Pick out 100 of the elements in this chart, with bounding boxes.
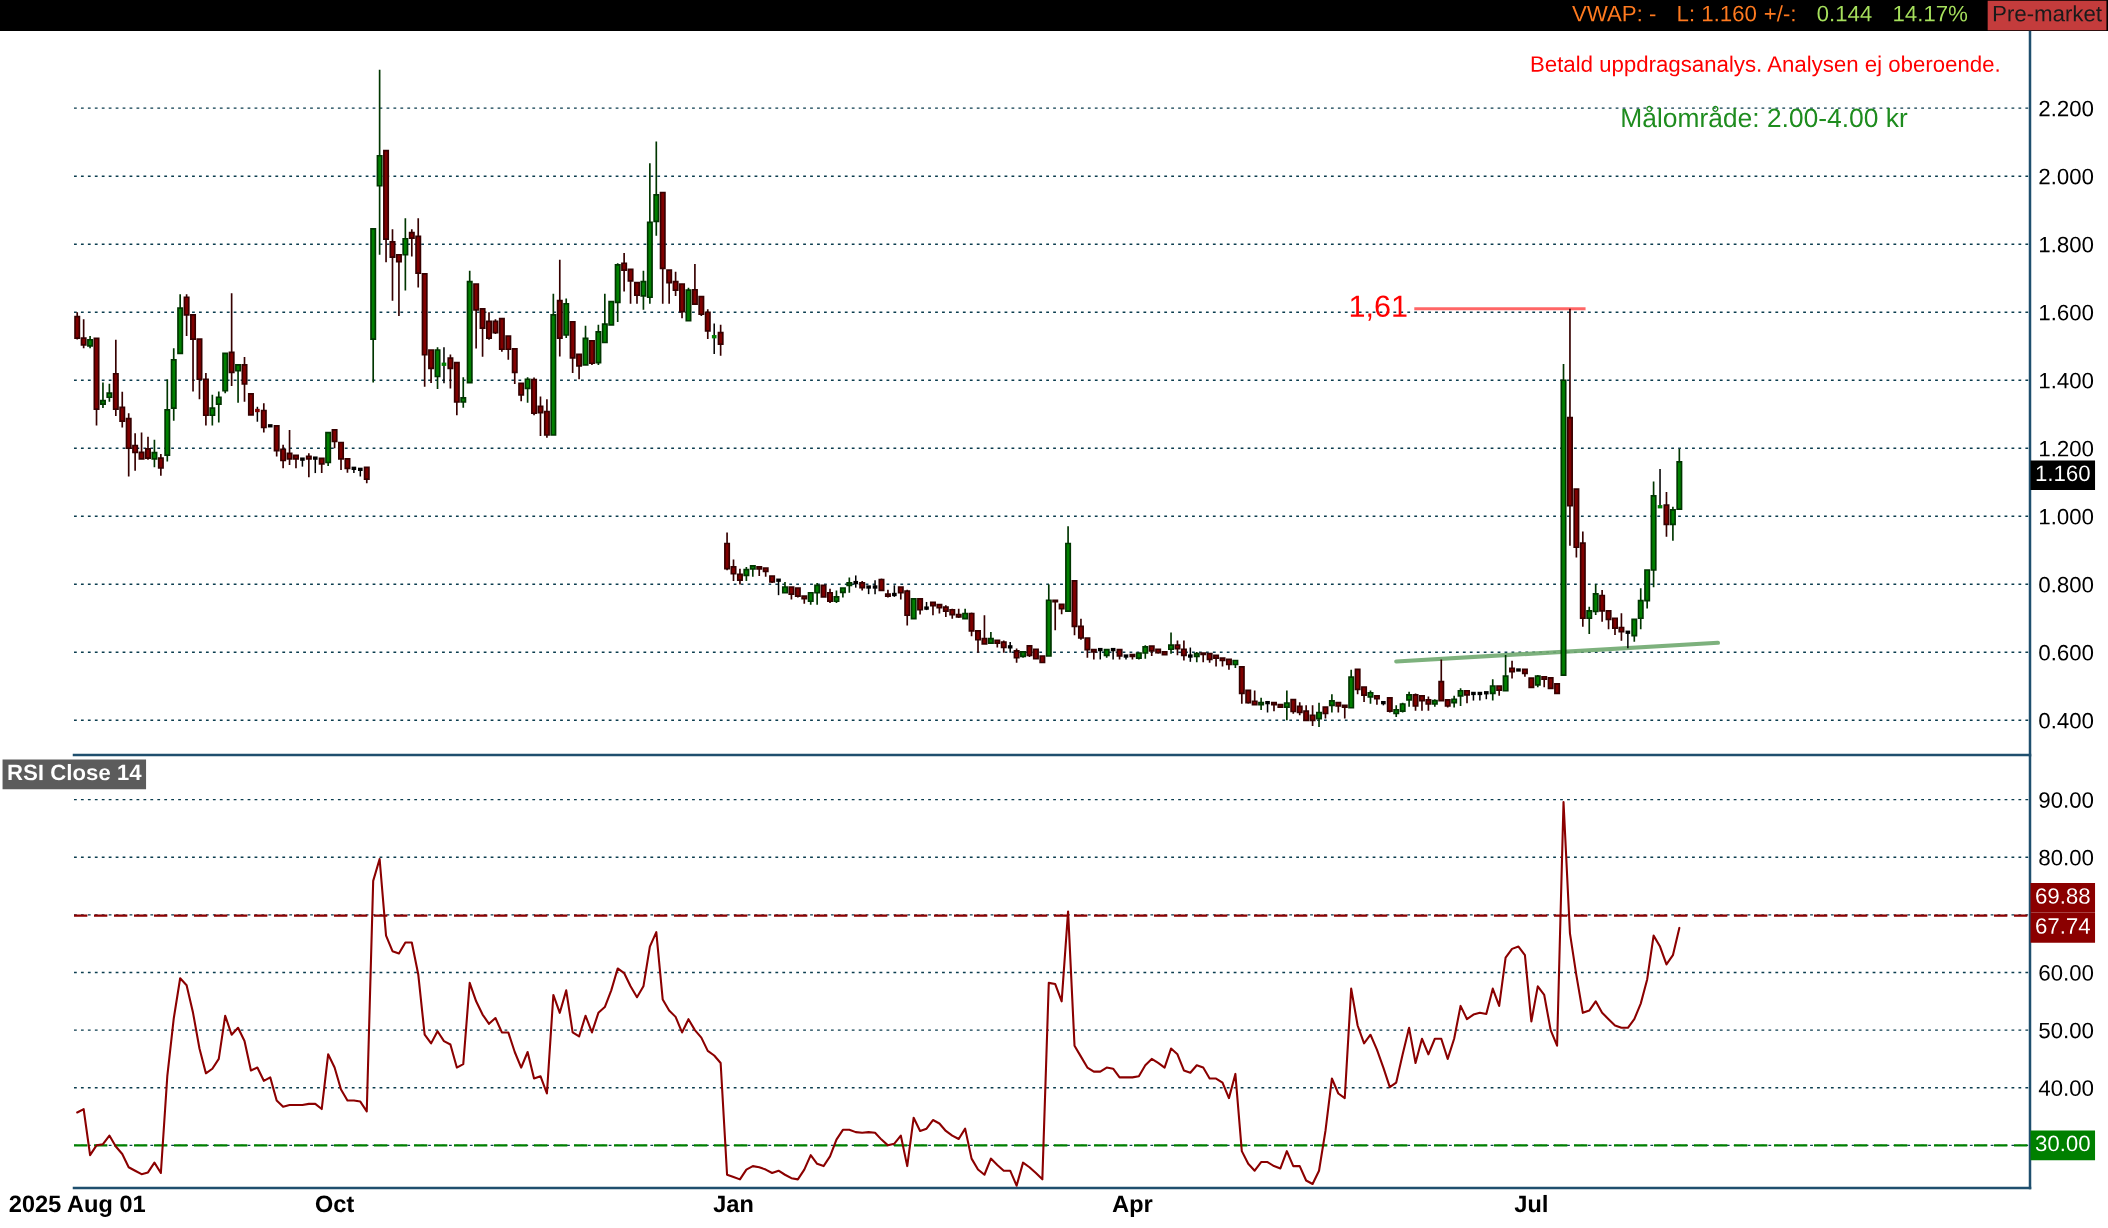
- candlestick: [383, 149, 390, 264]
- candlestick: [370, 228, 377, 384]
- candlestick: [1489, 678, 1496, 702]
- x-tick-label: 2025 Aug 01: [9, 1195, 146, 1217]
- candlestick: [460, 376, 467, 409]
- candlestick: [1534, 674, 1541, 689]
- candlestick: [99, 381, 106, 409]
- candlestick: [769, 574, 776, 584]
- candlestick: [222, 352, 229, 394]
- annotation: Betald uppdragsanalys. Analysen ej oberoende.: [1531, 55, 1999, 77]
- candlestick: [157, 453, 164, 477]
- y-tick-label: 80.00: [2039, 849, 2094, 866]
- candlestick: [518, 382, 525, 403]
- annotation: Målområde: 2.00-4.00 kr: [1622, 105, 1908, 128]
- text: VWAP: -: [1572, 5, 1656, 22]
- text: +/-:: [1764, 5, 1795, 22]
- candlestick: [1373, 694, 1380, 706]
- candlestick: [582, 324, 589, 366]
- candlestick: [872, 579, 878, 595]
- candlestick: [331, 428, 338, 450]
- candlestick: [962, 607, 969, 620]
- text: Pre-market: [1993, 5, 2102, 22]
- x-tick-label: Oct: [315, 1195, 354, 1213]
- candlestick: [563, 297, 570, 339]
- candlestick: [1386, 697, 1393, 714]
- candlestick: [1116, 648, 1123, 661]
- candlestick: [1193, 651, 1200, 663]
- candlestick: [1509, 659, 1516, 680]
- candlestick: [87, 335, 94, 350]
- candlestick: [556, 259, 563, 358]
- x-tick-label: Jul: [1514, 1194, 1547, 1213]
- candlestick: [177, 293, 184, 355]
- y-tick-label: 1.000: [2040, 508, 2094, 525]
- candlestick: [363, 466, 370, 485]
- candlestick: [1328, 693, 1335, 714]
- text: 14.17%: [1894, 5, 1968, 22]
- text: 67.74: [2036, 918, 2090, 934]
- y-tick-label: 0.800: [2039, 576, 2094, 593]
- candlestick: [846, 576, 853, 594]
- candlestick: [859, 580, 866, 592]
- candlestick: [633, 281, 641, 305]
- candlestick: [1129, 653, 1136, 661]
- y-tick-label: 50.00: [2039, 1022, 2094, 1039]
- candlestick: [170, 347, 177, 422]
- candlestick: [1013, 647, 1020, 664]
- x-tick-label: Jan: [713, 1195, 753, 1213]
- candlestick: [781, 581, 789, 594]
- candlestick: [1065, 525, 1072, 612]
- candlestick: [1258, 697, 1265, 711]
- ref-line-label: 1,61: [1350, 295, 1407, 321]
- ref-line-label: 69.88: [2036, 888, 2090, 904]
- y-tick-label: 1.600: [2040, 304, 2094, 321]
- candlestick: [325, 431, 332, 467]
- y-tick-label: 0.600: [2039, 644, 2094, 661]
- candlestick: [685, 286, 692, 322]
- candlestick: [235, 364, 242, 404]
- y-tick-label: 0.400: [2039, 712, 2094, 729]
- candlestick: [106, 382, 113, 403]
- text: L: 1.160: [1678, 5, 1757, 22]
- candlestick: [1560, 363, 1567, 676]
- candlestick: [1058, 603, 1065, 616]
- text: 1.160: [2036, 465, 2090, 482]
- candlestick: [1045, 583, 1052, 657]
- text: 0.144: [1817, 5, 1872, 22]
- candlestick: [1020, 651, 1027, 659]
- candlestick: [1315, 701, 1323, 728]
- candlestick: [305, 452, 312, 478]
- candlestick: [93, 337, 100, 427]
- candlestick: [1431, 698, 1438, 708]
- candlestick: [1103, 648, 1110, 659]
- y-tick-label: 2.000: [2039, 168, 2094, 185]
- candlestick: [1463, 689, 1471, 705]
- y-tick-label: 90.00: [2039, 792, 2094, 808]
- y-tick-label: 1.800: [2040, 236, 2094, 253]
- candlestick: [209, 394, 216, 427]
- candlestick: [653, 140, 660, 237]
- candlestick: [1283, 689, 1290, 722]
- candlestick: [1367, 689, 1374, 705]
- candlestick: [884, 588, 891, 599]
- candlestick: [241, 356, 248, 403]
- y-tick-label: 60.00: [2039, 965, 2094, 981]
- x-tick-label: Apr: [1112, 1195, 1153, 1217]
- candlestick: [833, 589, 840, 604]
- candlestick: [878, 577, 885, 592]
- chart-title: RSI Close 14: [8, 764, 142, 781]
- candlestick: [917, 598, 924, 616]
- candlestick: [402, 217, 409, 292]
- y-tick-label: 40.00: [2038, 1080, 2094, 1097]
- candlestick: [717, 323, 724, 357]
- candlestick: [1451, 694, 1458, 709]
- candlestick: [215, 390, 222, 424]
- candlestick: [164, 378, 171, 463]
- candlestick: [376, 68, 383, 256]
- candlestick: [1168, 631, 1175, 655]
- candlestick: [1232, 659, 1239, 669]
- candlestick: [1528, 677, 1535, 689]
- candlestick: [659, 191, 666, 305]
- candlestick: [710, 322, 717, 355]
- ref-line-label: 30.00: [2035, 1135, 2090, 1152]
- candlestick: [1322, 706, 1329, 720]
